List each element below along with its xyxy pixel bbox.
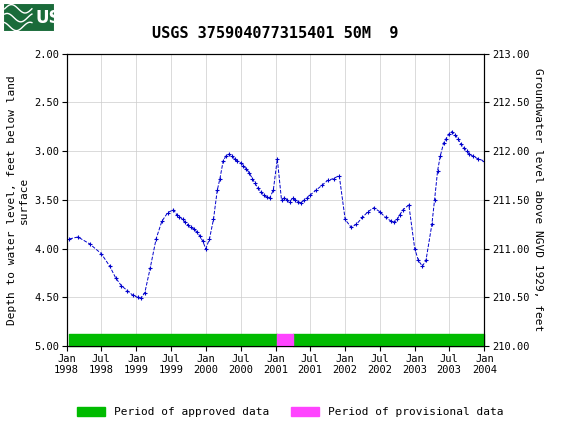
Bar [3, 3, 55, 32]
Text: USGS: USGS [36, 9, 87, 27]
Y-axis label: Groundwater level above NGVD 1929, feet: Groundwater level above NGVD 1929, feet [534, 68, 543, 332]
Legend: Period of approved data, Period of provisional data: Period of approved data, Period of provi… [72, 402, 508, 421]
Y-axis label: Depth to water level, feet below land
surface: Depth to water level, feet below land su… [7, 75, 28, 325]
Text: USGS 375904077315401 50M  9: USGS 375904077315401 50M 9 [153, 26, 398, 41]
